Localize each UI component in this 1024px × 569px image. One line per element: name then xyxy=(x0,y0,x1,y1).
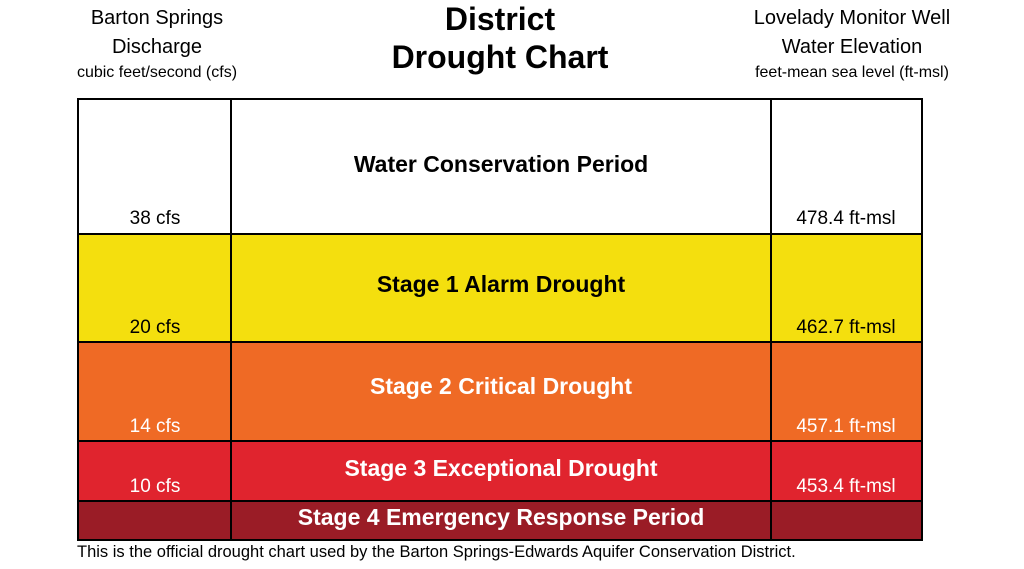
column-divider-left xyxy=(230,343,232,440)
column-divider-left xyxy=(230,502,232,539)
drought-chart-table: Water Conservation Period 38 cfs 478.4 ft-… xyxy=(77,98,923,541)
elevation-threshold: 462.7 ft-msl xyxy=(796,317,896,338)
drought-stage-row: Stage 2 Critical Drought 14 cfs 457.1 ft-m… xyxy=(79,341,921,440)
column-divider-left xyxy=(230,235,232,341)
elevation-header-line1: Lovelady Monitor Well xyxy=(753,7,951,29)
column-divider-left xyxy=(230,442,232,500)
stage-label: Stage 2 Critical Drought xyxy=(370,373,632,399)
drought-stage-row: Water Conservation Period 38 cfs 478.4 ft-… xyxy=(79,100,921,233)
discharge-header: Barton Springs Discharge cubic feet/seco… xyxy=(50,0,264,84)
discharge-threshold: 38 cfs xyxy=(129,208,181,229)
elevation-header: Lovelady Monitor Well Water Elevation fe… xyxy=(716,0,988,84)
stage-label: Stage 4 Emergency Response Period xyxy=(297,504,705,530)
chart-title: District Drought Chart xyxy=(360,0,640,76)
discharge-header-line1: Barton Springs xyxy=(90,7,224,29)
drought-stage-row: Stage 3 Exceptional Drought 10 cfs 453.4 f… xyxy=(79,440,921,500)
elevation-threshold: 478.4 ft-msl xyxy=(796,208,896,229)
column-divider-right xyxy=(770,343,772,440)
column-divider-left xyxy=(230,100,232,233)
discharge-threshold: 10 cfs xyxy=(129,476,181,497)
discharge-header-line2: Discharge xyxy=(111,36,203,58)
elevation-header-units: feet-mean sea level (ft-msl) xyxy=(755,64,949,81)
column-divider-right xyxy=(770,235,772,341)
stage-label: Water Conservation Period xyxy=(353,151,649,177)
elevation-threshold: 453.4 ft-msl xyxy=(796,476,896,497)
footnote: This is the official drought chart used … xyxy=(77,543,796,561)
column-divider-right xyxy=(770,442,772,500)
column-divider-right xyxy=(770,100,772,233)
stage-label: Stage 1 Alarm Drought xyxy=(376,271,626,297)
elevation-header-line2: Water Elevation xyxy=(781,36,923,58)
stage-label: Stage 3 Exceptional Drought xyxy=(344,455,658,481)
discharge-threshold: 20 cfs xyxy=(129,317,181,338)
drought-stage-row: Stage 1 Alarm Drought 20 cfs 462.7 ft-msl xyxy=(79,233,921,341)
chart-title-line1: District xyxy=(444,1,556,37)
discharge-threshold: 14 cfs xyxy=(129,416,181,437)
discharge-header-units: cubic feet/second (cfs) xyxy=(76,64,238,81)
drought-stage-row: Stage 4 Emergency Response Period xyxy=(79,500,921,539)
column-divider-right xyxy=(770,502,772,539)
chart-title-line2: Drought Chart xyxy=(391,39,609,75)
elevation-threshold: 457.1 ft-msl xyxy=(796,416,896,437)
